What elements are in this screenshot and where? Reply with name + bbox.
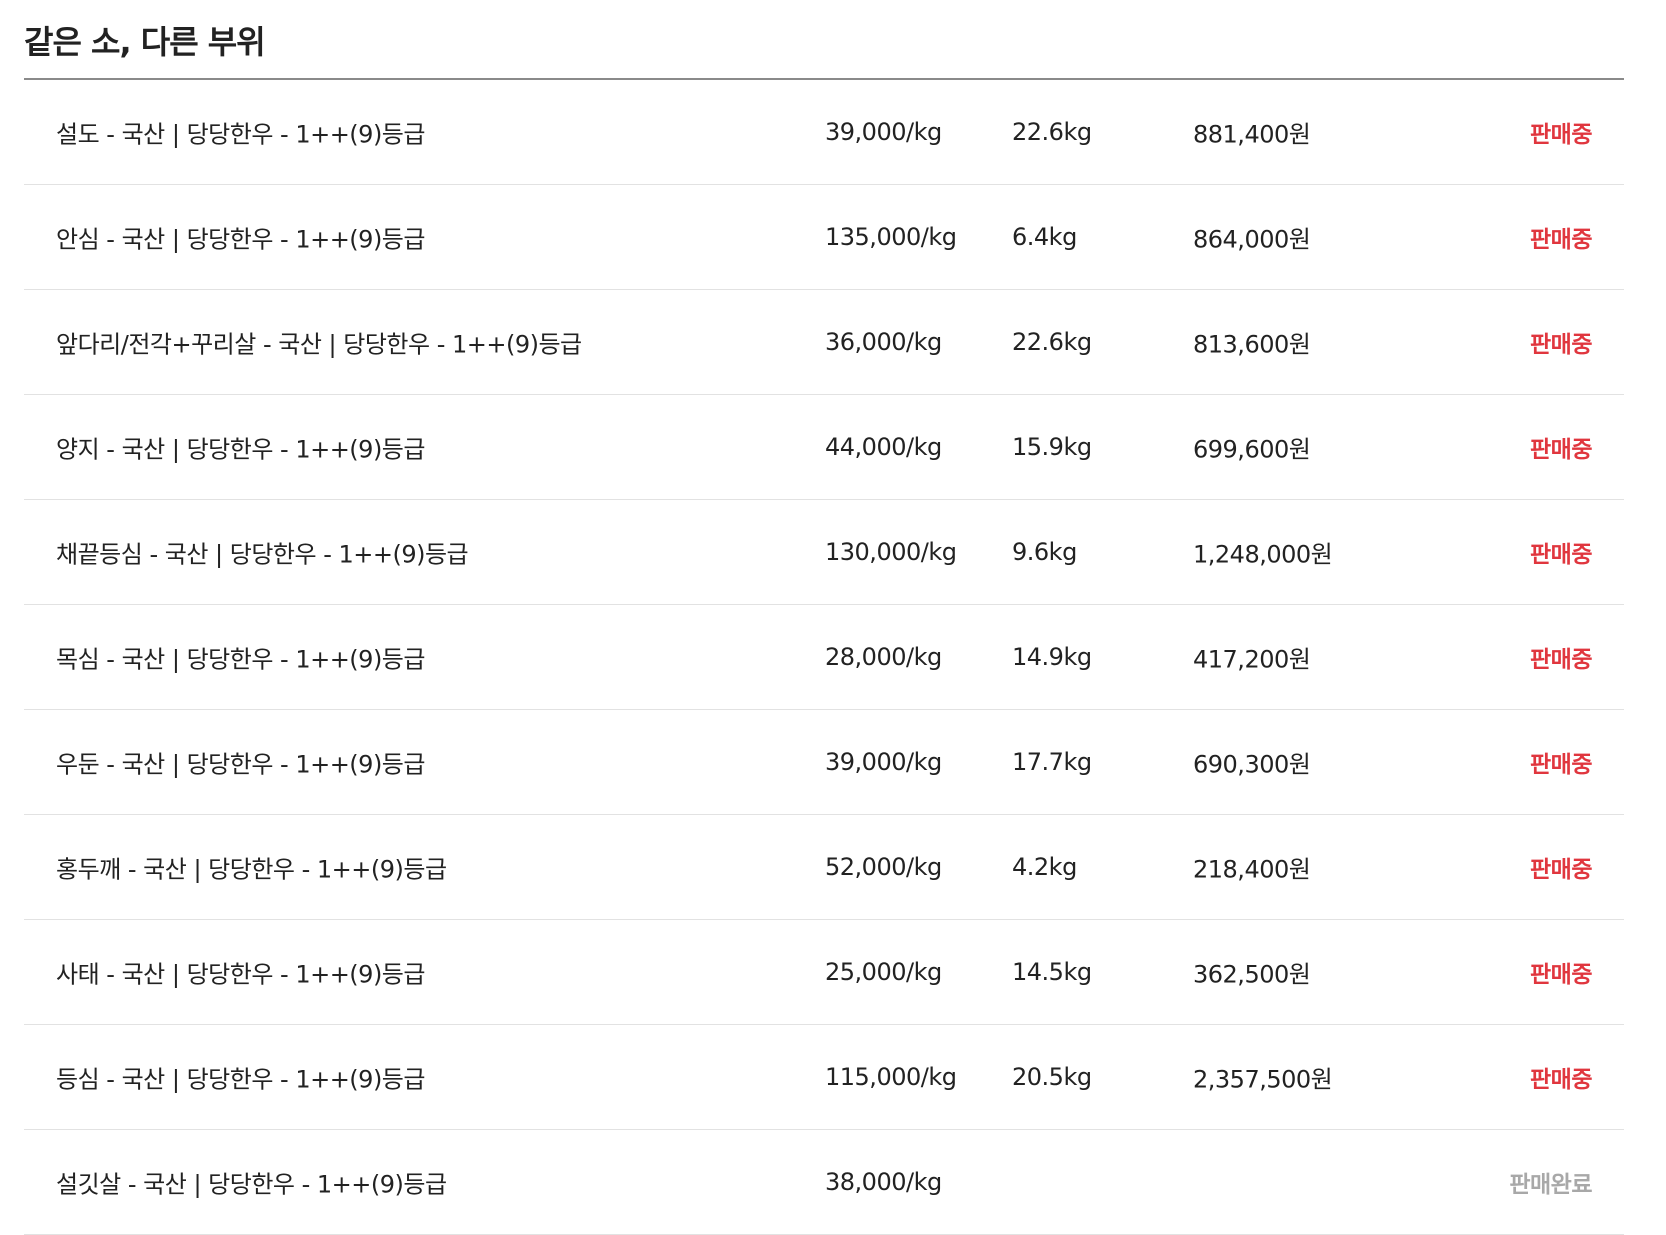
item-total-price: 690,300원 <box>1193 750 1311 779</box>
item-name: 홍두깨 - 국산 | 당당한우 - 1++(9)등급 <box>56 855 447 884</box>
same-cow-parts-section: 같은 소, 다른 부위 설도 - 국산 | 당당한우 - 1++(9)등급 39… <box>24 0 1624 1235</box>
item-price-per-kg: 25,000/kg <box>825 958 942 986</box>
item-name: 등심 - 국산 | 당당한우 - 1++(9)등급 <box>56 1065 425 1094</box>
list-item[interactable]: 목심 - 국산 | 당당한우 - 1++(9)등급 28,000/kg 14.9… <box>24 605 1624 710</box>
item-price-per-kg: 28,000/kg <box>825 643 942 671</box>
item-price-per-kg: 44,000/kg <box>825 433 942 461</box>
item-weight: 22.6kg <box>1012 118 1092 146</box>
item-name: 앞다리/전각+꾸리살 - 국산 | 당당한우 - 1++(9)등급 <box>56 330 582 359</box>
list-item[interactable]: 안심 - 국산 | 당당한우 - 1++(9)등급 135,000/kg 6.4… <box>24 185 1624 290</box>
status-badge: 판매중 <box>1530 542 1592 568</box>
item-price-per-kg: 135,000/kg <box>825 223 957 251</box>
item-weight: 22.6kg <box>1012 328 1092 356</box>
item-name: 설깃살 - 국산 | 당당한우 - 1++(9)등급 <box>56 1170 447 1199</box>
item-total-price: 699,600원 <box>1193 435 1311 464</box>
list-item[interactable]: 우둔 - 국산 | 당당한우 - 1++(9)등급 39,000/kg 17.7… <box>24 710 1624 815</box>
list-item[interactable]: 채끝등심 - 국산 | 당당한우 - 1++(9)등급 130,000/kg 9… <box>24 500 1624 605</box>
item-name: 우둔 - 국산 | 당당한우 - 1++(9)등급 <box>56 750 425 779</box>
item-total-price: 362,500원 <box>1193 960 1311 989</box>
item-price-per-kg: 39,000/kg <box>825 748 942 776</box>
item-name: 안심 - 국산 | 당당한우 - 1++(9)등급 <box>56 225 425 254</box>
item-price-per-kg: 39,000/kg <box>825 118 942 146</box>
status-badge: 판매중 <box>1530 437 1592 463</box>
status-badge: 판매중 <box>1530 857 1592 883</box>
list-item[interactable]: 양지 - 국산 | 당당한우 - 1++(9)등급 44,000/kg 15.9… <box>24 395 1624 500</box>
item-price-per-kg: 52,000/kg <box>825 853 942 881</box>
list-item[interactable]: 등심 - 국산 | 당당한우 - 1++(9)등급 115,000/kg 20.… <box>24 1025 1624 1130</box>
item-price-per-kg: 115,000/kg <box>825 1063 957 1091</box>
item-weight: 17.7kg <box>1012 748 1092 776</box>
list-item[interactable]: 사태 - 국산 | 당당한우 - 1++(9)등급 25,000/kg 14.5… <box>24 920 1624 1025</box>
item-weight: 20.5kg <box>1012 1063 1092 1091</box>
item-total-price: 1,248,000원 <box>1193 540 1333 569</box>
item-name: 양지 - 국산 | 당당한우 - 1++(9)등급 <box>56 435 425 464</box>
item-weight: 9.6kg <box>1012 538 1077 566</box>
section-title: 같은 소, 다른 부위 <box>24 0 1624 80</box>
item-weight: 14.5kg <box>1012 958 1092 986</box>
status-badge: 판매중 <box>1530 962 1592 988</box>
item-weight: 15.9kg <box>1012 433 1092 461</box>
parts-list: 설도 - 국산 | 당당한우 - 1++(9)등급 39,000/kg 22.6… <box>24 80 1624 1235</box>
status-badge: 판매완료 <box>1509 1172 1592 1198</box>
list-item[interactable]: 앞다리/전각+꾸리살 - 국산 | 당당한우 - 1++(9)등급 36,000… <box>24 290 1624 395</box>
item-total-price: 813,600원 <box>1193 330 1311 359</box>
list-item[interactable]: 설도 - 국산 | 당당한우 - 1++(9)등급 39,000/kg 22.6… <box>24 80 1624 185</box>
list-item[interactable]: 홍두깨 - 국산 | 당당한우 - 1++(9)등급 52,000/kg 4.2… <box>24 815 1624 920</box>
item-total-price: 417,200원 <box>1193 645 1311 674</box>
status-badge: 판매중 <box>1530 647 1592 673</box>
item-price-per-kg: 130,000/kg <box>825 538 957 566</box>
status-badge: 판매중 <box>1530 752 1592 778</box>
item-total-price: 881,400원 <box>1193 120 1311 149</box>
item-name: 채끝등심 - 국산 | 당당한우 - 1++(9)등급 <box>56 540 469 569</box>
status-badge: 판매중 <box>1530 1067 1592 1093</box>
item-total-price: 218,400원 <box>1193 855 1311 884</box>
item-name: 설도 - 국산 | 당당한우 - 1++(9)등급 <box>56 120 425 149</box>
item-name: 목심 - 국산 | 당당한우 - 1++(9)등급 <box>56 645 425 674</box>
item-weight: 6.4kg <box>1012 223 1077 251</box>
item-total-price: 2,357,500원 <box>1193 1065 1333 1094</box>
item-weight: 14.9kg <box>1012 643 1092 671</box>
item-weight: 4.2kg <box>1012 853 1077 881</box>
list-item[interactable]: 설깃살 - 국산 | 당당한우 - 1++(9)등급 38,000/kg 판매완… <box>24 1130 1624 1235</box>
status-badge: 판매중 <box>1530 332 1592 358</box>
status-badge: 판매중 <box>1530 227 1592 253</box>
item-name: 사태 - 국산 | 당당한우 - 1++(9)등급 <box>56 960 425 989</box>
status-badge: 판매중 <box>1530 122 1592 148</box>
item-total-price: 864,000원 <box>1193 225 1311 254</box>
item-price-per-kg: 36,000/kg <box>825 328 942 356</box>
item-price-per-kg: 38,000/kg <box>825 1168 942 1196</box>
